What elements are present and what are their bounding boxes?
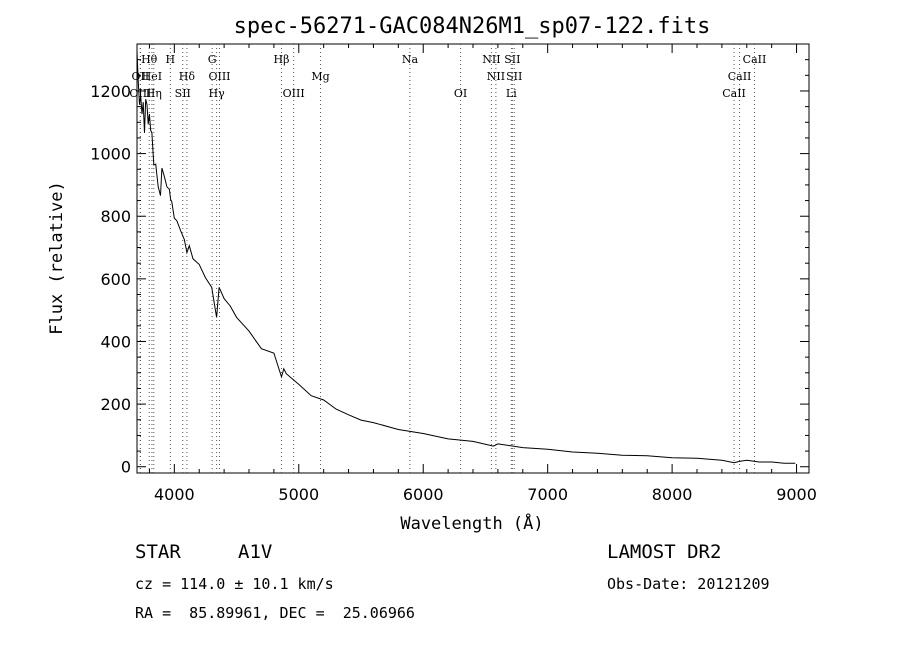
spectral-line-label: Mg — [311, 70, 329, 83]
spectral-line-label: CaII — [728, 70, 752, 83]
y-tick-label: 0 — [121, 458, 131, 477]
spectral-line-label: Hγ — [209, 87, 226, 100]
y-tick-label: 1000 — [90, 145, 131, 164]
spectral-line-label: G — [208, 53, 217, 66]
x-tick-label: 9000 — [776, 485, 817, 504]
object-class: STAR — [135, 541, 181, 563]
spectral-line-label: Hβ — [274, 53, 290, 66]
spectral-subclass: A1V — [238, 541, 273, 563]
spectral-line-label: OIII — [283, 87, 305, 100]
y-tick-label: 800 — [100, 207, 131, 226]
observation-date: Obs-Date: 20121209 — [607, 575, 770, 593]
spectral-lines-group: HθOIIOIIIHeIHηHSIIHδGOIIIHγHβOIIIMgNaOIN… — [129, 44, 766, 473]
x-axis-label: Wavelength (Å) — [400, 512, 543, 534]
spectral-line-label: OIII — [129, 87, 151, 100]
spectral-line-label: SII — [504, 53, 520, 66]
x-tick-label: 8000 — [652, 485, 693, 504]
spectrum-line — [136, 51, 796, 464]
spectral-line-label: Li — [506, 87, 517, 100]
axes-group: 4000 5000 6000 7000 8000 9000 0 200 400 600 800 100… — [90, 44, 817, 504]
spectral-line-label: SII — [506, 70, 522, 83]
spectral-line-label: NII — [482, 53, 500, 66]
y-axis-label: Flux (relative) — [47, 181, 67, 335]
y-tick-label: 600 — [100, 270, 131, 289]
plot-frame — [136, 43, 810, 474]
spectral-line-label: CaII — [722, 87, 746, 100]
y-tick-label: 400 — [100, 332, 131, 351]
survey-name: LAMOST DR2 — [607, 541, 722, 563]
x-tick-label: 7000 — [527, 485, 568, 504]
spectral-line-label: OIII — [208, 70, 230, 83]
chart-title: spec-56271-GAC084N26M1_sp07-122.fits — [234, 14, 711, 39]
spectral-line-label: SII — [175, 87, 191, 100]
sky-coordinates: RA = 85.89961, DEC = 25.06966 — [135, 604, 415, 622]
x-tick-label: 5000 — [278, 485, 319, 504]
spectral-line-label: HeI — [142, 70, 162, 83]
spectral-line-label: CaII — [743, 53, 767, 66]
spectral-line-label: Na — [402, 53, 419, 66]
redshift-cz: cz = 114.0 ± 10.1 km/s — [135, 575, 334, 593]
y-tick-label: 1200 — [90, 82, 131, 101]
spectral-line-label: Hη — [146, 87, 162, 100]
y-tick-label: 200 — [100, 395, 131, 414]
spectral-line-label: H — [166, 53, 176, 66]
x-tick-label: 4000 — [154, 485, 195, 504]
spectral-line-label: NII — [487, 70, 505, 83]
spectral-line-label: OI — [454, 87, 467, 100]
spectral-line-label: Hθ — [141, 53, 158, 66]
spectral-line-label: Hδ — [179, 70, 196, 83]
x-tick-label: 6000 — [403, 485, 444, 504]
